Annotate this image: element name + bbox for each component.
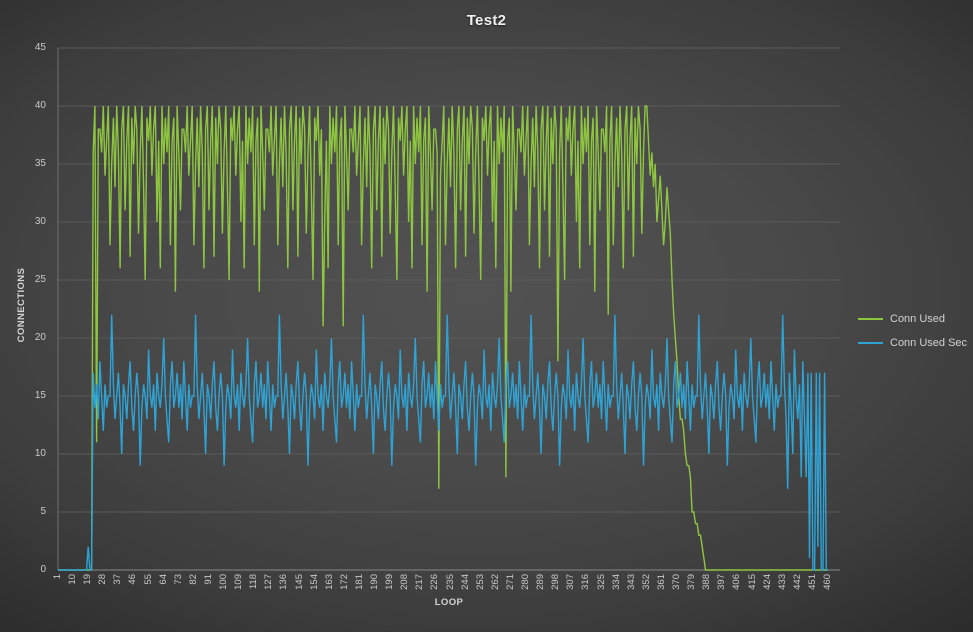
y-axis-title: CONNECTIONS [16,267,27,343]
y-tick-label: 20 [34,332,46,343]
y-tick-label: 45 [34,42,46,53]
y-tick-label: 5 [40,506,46,517]
series-line-conn-used [58,105,828,571]
legend-label: Conn Used [890,313,946,325]
legend-label: Conn Used Sec [890,337,968,349]
y-tick-label: 15 [34,390,46,401]
y-tick-label: 40 [34,100,46,111]
y-tick-label: 10 [34,448,46,459]
series-line-conn-used-sec [58,314,828,571]
legend-line-swatch [858,342,883,344]
x-axis-title: LOOP [434,597,464,608]
y-tick-label: 25 [34,274,46,285]
legend-line-swatch [858,318,883,320]
chart-title: Test2 [466,12,507,29]
legend-item-conn-used-sec: Conn Used Sec [858,337,967,349]
y-tick-label: 30 [34,216,46,227]
y-tick-label: 0 [40,564,46,575]
legend-item-conn-used: Conn Used [858,313,967,325]
legend: Conn Used Conn Used Sec [858,313,967,349]
y-tick-label: 35 [34,158,46,169]
